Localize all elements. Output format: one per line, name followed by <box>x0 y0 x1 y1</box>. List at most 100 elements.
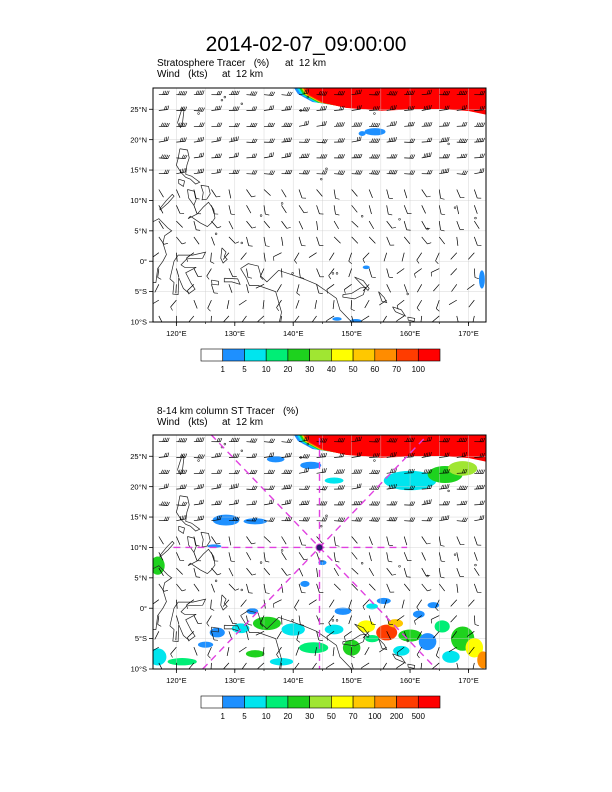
island <box>223 442 227 446</box>
wind-barb <box>228 536 232 546</box>
wind-barb-feather <box>342 170 346 175</box>
wind-barb <box>351 536 358 544</box>
axis-ticks: 120°E 130°E 140°E 150°E 160°E 170°E25°N20°N15… <box>130 105 478 338</box>
wind-barb-feather <box>290 105 292 110</box>
wind-barb-feather <box>199 437 202 442</box>
wind-barb-feather <box>306 500 308 505</box>
wind-barb-feather <box>183 469 186 474</box>
wind-barb <box>333 236 341 244</box>
wind-barb-feather <box>216 542 221 545</box>
wind-barb <box>187 284 195 291</box>
wind-barb-feather <box>195 198 200 200</box>
wind-barb-feather <box>458 90 461 95</box>
wind-barb <box>207 299 212 309</box>
wind-barb <box>246 583 249 593</box>
wind-barb-feather <box>430 451 432 457</box>
wind-barb-feather <box>321 121 324 126</box>
wind-barb-feather <box>481 515 483 520</box>
wind-barb-feather <box>215 106 217 111</box>
tracer-patch <box>418 633 437 651</box>
wind-barb-feather <box>427 516 430 521</box>
wind-barb-feather <box>250 122 253 127</box>
wind-barb-feather <box>185 122 188 127</box>
wind-barb-feather <box>423 122 426 127</box>
wind-barb-feather <box>462 153 464 158</box>
wind-barb-feather <box>428 89 431 94</box>
wind-barb <box>386 189 390 199</box>
wind-barb-feather <box>179 515 182 521</box>
wind-barb-feather <box>358 483 360 488</box>
wind-barb-feather <box>406 437 409 442</box>
wind-barb-feather <box>179 453 182 458</box>
wind-barb-feather <box>235 106 238 111</box>
wind-barb-feather <box>285 516 288 521</box>
wind-barb-feather <box>374 485 377 490</box>
island <box>331 272 335 275</box>
wind-barb-feather <box>460 437 463 442</box>
wind-barb <box>362 631 370 639</box>
wind-barb <box>158 536 164 545</box>
wind-barb-feather <box>465 138 468 143</box>
wind-barb-feather <box>444 437 447 442</box>
wind-barb-feather <box>360 469 363 474</box>
wind-barb-feather <box>412 138 416 143</box>
wind-barb <box>211 536 217 545</box>
wind-barb-feather <box>428 452 431 457</box>
wind-barb-feather <box>217 573 222 576</box>
wind-barb-feather <box>474 277 479 279</box>
coastlines <box>153 95 477 322</box>
wind-barb-feather <box>285 153 287 158</box>
wind-barb-feather <box>353 501 356 505</box>
wind-barb-feather <box>392 91 395 96</box>
wind-barb <box>222 662 230 669</box>
wind-barb-feather <box>447 515 450 520</box>
wind-barb-feather <box>234 516 237 521</box>
wind-barb <box>193 299 198 309</box>
wind-barb-feather <box>376 106 378 111</box>
wind-barb-feather <box>265 592 270 594</box>
wind-barb <box>153 299 160 305</box>
wind-barb-feather <box>426 105 429 110</box>
wind-barb-feather <box>342 438 345 442</box>
wind-barb-feather <box>360 170 363 175</box>
wind-barb <box>326 631 335 637</box>
wind-barb <box>368 205 372 215</box>
wind-barb-feather <box>216 452 219 457</box>
wind-barb-feather <box>251 226 256 229</box>
coastline <box>407 663 416 669</box>
wind-barb <box>157 615 160 625</box>
lat-tick-label: 25°N <box>130 452 147 461</box>
wind-barb-feather <box>237 152 239 157</box>
wind-barb-feather <box>251 153 254 158</box>
wind-barb-feather <box>426 499 429 504</box>
wind-barb-feather <box>321 438 325 443</box>
wind-barb <box>348 615 352 625</box>
wind-barb-feather <box>321 468 324 473</box>
colorbar-box <box>244 695 267 709</box>
wind-barb-feather <box>162 154 165 159</box>
wind-barb-feather <box>294 607 298 611</box>
island <box>240 102 244 106</box>
wind-barb-feather <box>395 451 397 457</box>
wind-barbs <box>153 89 486 322</box>
wind-barb-feather <box>216 469 219 474</box>
wind-barb-feather <box>342 122 345 127</box>
wind-barb-feather <box>253 438 256 443</box>
wind-barb <box>438 536 441 546</box>
wind-barb <box>351 236 359 244</box>
wind-barb-feather <box>265 245 270 247</box>
island <box>335 619 339 622</box>
wind-barb <box>153 252 160 258</box>
wind-barb-feather <box>416 654 420 659</box>
wind-barb-feather <box>163 243 168 245</box>
wind-barb-feather <box>200 90 203 95</box>
wind-barb <box>211 567 218 576</box>
wind-barb-feather <box>183 168 185 173</box>
wind-barb-feather <box>341 105 343 110</box>
wind-barb <box>368 583 376 591</box>
wind-barb-feather <box>253 517 256 522</box>
wind-barb-feather <box>220 168 222 173</box>
wind-barb-feather <box>358 122 361 127</box>
wind-barb-feather <box>321 453 324 458</box>
wind-barb <box>362 252 370 260</box>
